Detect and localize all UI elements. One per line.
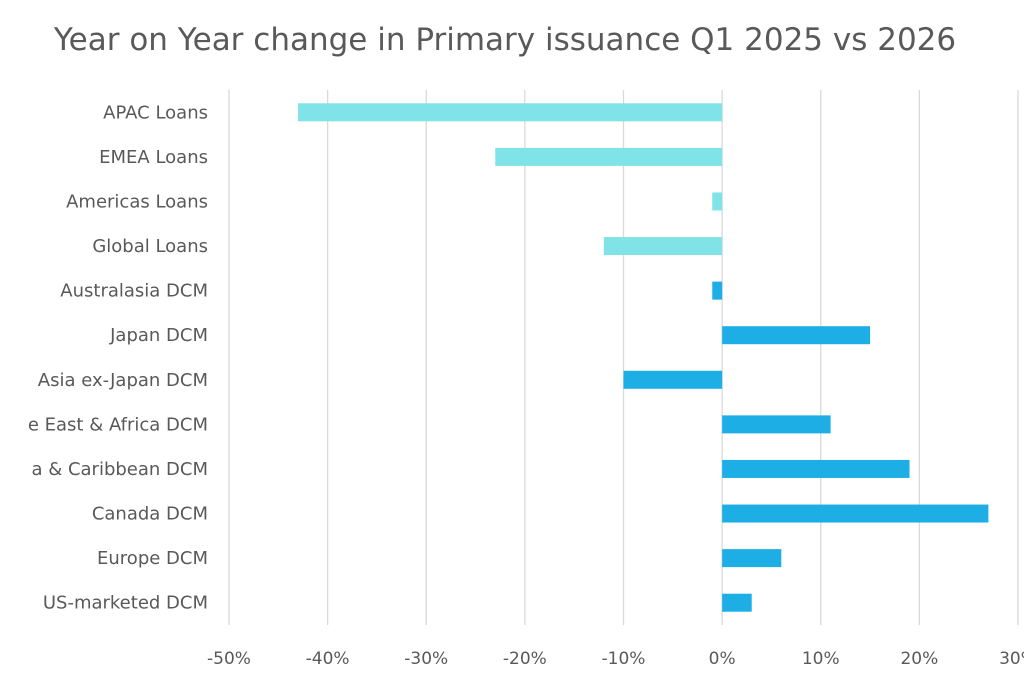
category-label: Americas Loans (66, 191, 208, 212)
category-label: EMEA Loans (99, 147, 208, 168)
bar (722, 415, 831, 434)
bar (495, 147, 723, 166)
bar (722, 504, 989, 523)
category-label: Japan DCM (109, 325, 208, 346)
x-tick-label: -40% (306, 649, 350, 669)
x-tick-label: -50% (207, 649, 251, 669)
x-tick-label: -20% (503, 649, 547, 669)
category-label: a & Caribbean DCM (31, 459, 208, 480)
x-tick-label: 10% (802, 649, 840, 669)
bar (722, 459, 910, 478)
category-label: e East & Africa DCM (28, 414, 208, 435)
x-tick-label: 0% (709, 649, 736, 669)
bar (722, 593, 752, 612)
category-label: Canada DCM (92, 504, 208, 525)
x-tick-label: -30% (404, 649, 448, 669)
category-label: Global Loans (92, 236, 208, 257)
bar (712, 192, 723, 211)
category-label: Asia ex-Japan DCM (38, 370, 208, 391)
category-label: US-marketed DCM (43, 593, 208, 614)
chart-title: Year on Year change in Primary issuance … (53, 22, 957, 58)
bar (722, 326, 871, 345)
bar (623, 370, 723, 389)
category-label: APAC Loans (103, 102, 208, 123)
bar (722, 549, 782, 568)
bar (298, 103, 723, 122)
bar (712, 281, 723, 300)
x-tick-label: 30% (999, 649, 1024, 669)
category-label: Europe DCM (97, 548, 208, 569)
category-label: Australasia DCM (60, 281, 208, 302)
bar (603, 237, 723, 256)
x-tick-label: -10% (602, 649, 646, 669)
x-tick-label: 20% (900, 649, 938, 669)
